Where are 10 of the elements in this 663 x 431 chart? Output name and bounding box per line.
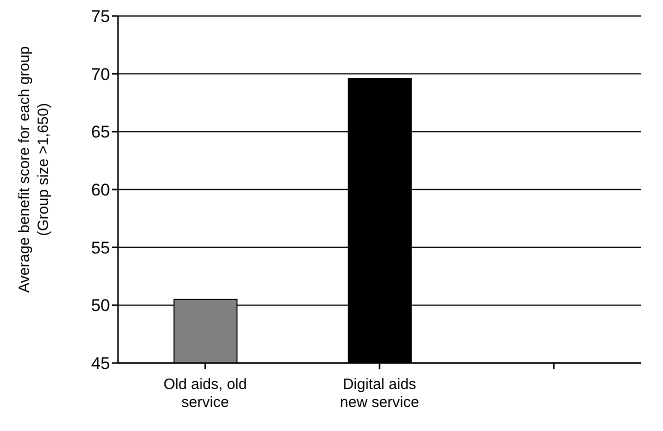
y-tick-label: 75: [91, 7, 110, 26]
y-axis-title: Average benefit score for each group (Group size >1,650): [16, 46, 52, 293]
y-tick-label: 50: [91, 296, 110, 316]
y-tick-label: 60: [91, 180, 110, 200]
y-tick-label: 45: [91, 354, 110, 374]
y-tick-label: 70: [91, 64, 110, 84]
y-tick-label: 65: [91, 122, 110, 142]
x-tick-label: Digital aids new service: [340, 376, 420, 411]
x-tick-label: Old aids, old service: [163, 376, 247, 411]
y-tick-label: 55: [91, 238, 110, 258]
